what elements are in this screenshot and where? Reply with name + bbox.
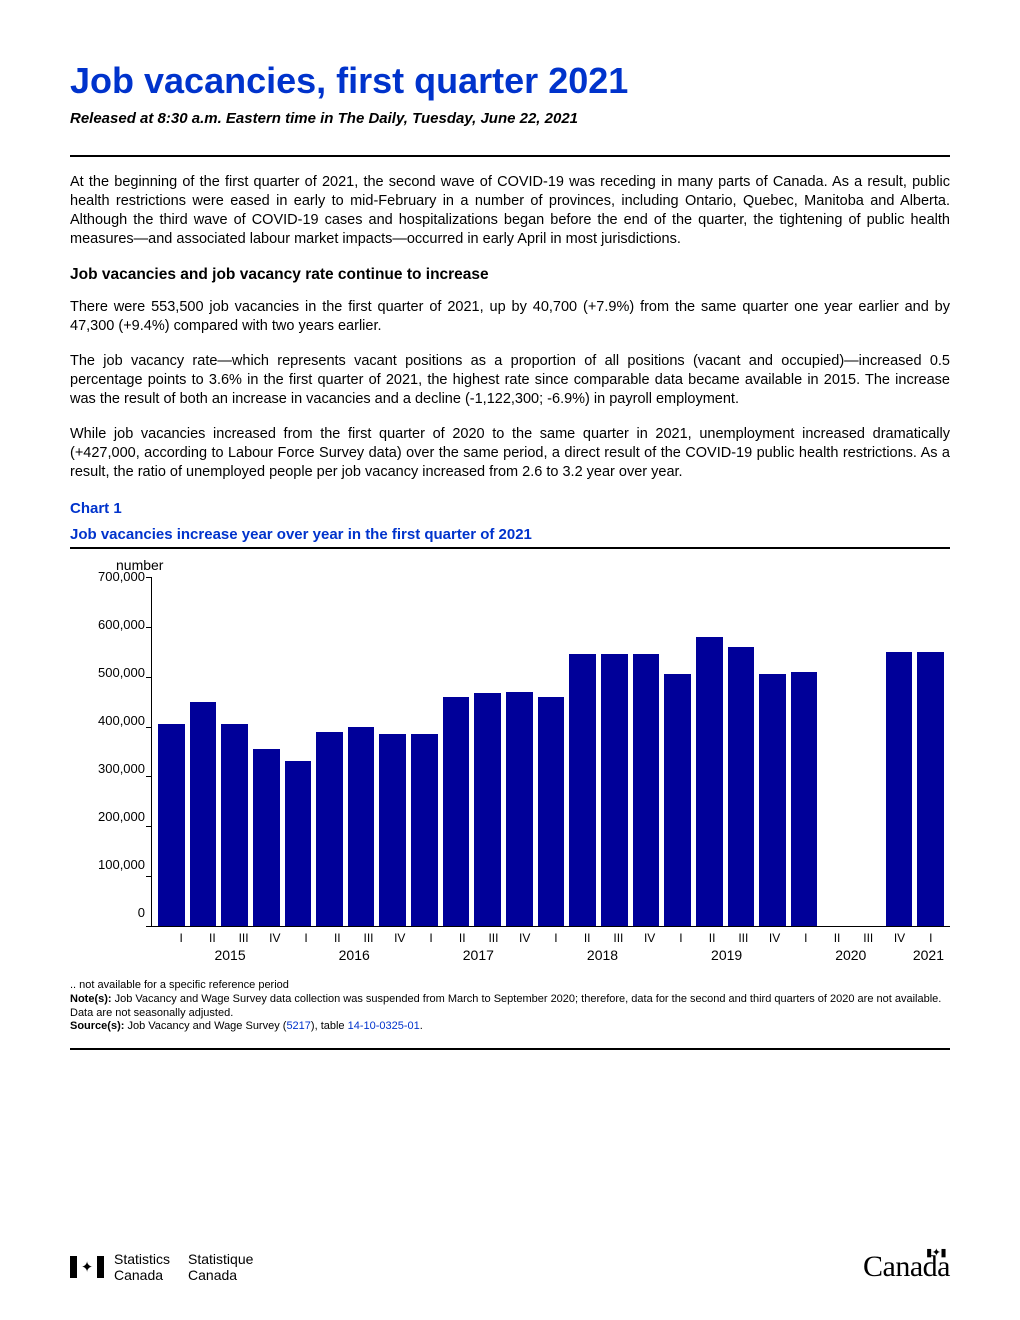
body-paragraph: While job vacancies increased from the f…	[70, 425, 950, 482]
chart-bar	[190, 702, 217, 926]
y-tick-label: 100,000	[98, 858, 145, 872]
chart-bar	[221, 724, 248, 926]
chart-bar	[664, 674, 691, 926]
logo-text-fr: Statistique	[188, 1251, 253, 1267]
x-tick-year: 2016	[292, 947, 416, 963]
chart-plot-area	[151, 577, 950, 927]
x-tick-quarter: I	[668, 931, 694, 945]
logo-text-fr: Canada	[188, 1267, 253, 1283]
chart-bar	[379, 734, 406, 926]
chart-bar	[348, 727, 375, 926]
x-tick-quarter: IV	[637, 931, 663, 945]
x-tick-quarter: II	[574, 931, 600, 945]
chart-bar	[316, 732, 343, 926]
chart-bar	[538, 697, 565, 926]
body-paragraph: The job vacancy rate—which represents va…	[70, 352, 950, 409]
chart-bar	[411, 734, 438, 926]
chart-bar	[285, 761, 312, 926]
chart-bar	[917, 652, 944, 926]
chart-label: Chart 1	[70, 499, 950, 519]
body-paragraph: There were 553,500 job vacancies in the …	[70, 298, 950, 336]
chart-bar	[253, 749, 280, 926]
x-tick-quarter: II	[324, 931, 350, 945]
x-tick-quarter: IV	[262, 931, 288, 945]
x-tick-quarter: II	[199, 931, 225, 945]
chart-divider	[70, 547, 950, 549]
note-line: Note(s): Job Vacancy and Wage Survey dat…	[70, 993, 950, 1021]
x-tick-quarter: III	[730, 931, 756, 945]
chart-bar	[474, 693, 501, 926]
chart-bar	[759, 674, 786, 926]
x-tick-year: 2021	[913, 947, 944, 963]
x-tick-year: 2020	[789, 947, 913, 963]
y-tick-label: 600,000	[98, 618, 145, 632]
y-tick-label: 700,000	[98, 570, 145, 584]
logo-text-en: Statistics	[114, 1251, 170, 1267]
intro-paragraph: At the beginning of the first quarter of…	[70, 173, 950, 250]
x-tick-quarter: II	[824, 931, 850, 945]
x-tick-quarter: I	[293, 931, 319, 945]
flag-icon: ✦	[70, 1256, 104, 1278]
x-tick-quarter: III	[480, 931, 506, 945]
y-tick-label: 0	[138, 906, 145, 920]
x-tick-year: 2017	[416, 947, 540, 963]
chart-bar	[443, 697, 470, 926]
note-line: .. not available for a specific referenc…	[70, 979, 950, 993]
divider	[70, 155, 950, 157]
x-tick-quarter: IV	[387, 931, 413, 945]
x-tick-quarter: I	[793, 931, 819, 945]
x-tick-quarter: I	[168, 931, 194, 945]
x-tick-quarter: III	[605, 931, 631, 945]
x-tick-quarter: III	[355, 931, 381, 945]
x-tick-quarter: II	[699, 931, 725, 945]
x-tick-quarter: III	[230, 931, 256, 945]
y-tick-label: 200,000	[98, 810, 145, 824]
x-tick-year: 2018	[540, 947, 664, 963]
page-title: Job vacancies, first quarter 2021	[70, 60, 950, 102]
y-axis-label: number	[98, 557, 950, 573]
x-tick-quarter: IV	[761, 931, 787, 945]
chart-bar	[728, 647, 755, 926]
y-tick-label: 400,000	[98, 714, 145, 728]
x-tick-quarter: I	[918, 931, 944, 945]
x-axis-quarters: IIIIIIIVIIIIIIIVIIIIIIIVIIIIIIIVIIIIIIIV…	[98, 931, 950, 945]
chart-bar	[633, 654, 660, 926]
x-tick-quarter: I	[418, 931, 444, 945]
table-link[interactable]: 14-10-0325-01	[348, 1020, 420, 1032]
chart-bar	[569, 654, 596, 926]
release-subtitle: Released at 8:30 a.m. Eastern time in Th…	[70, 110, 950, 127]
y-axis: 700,000 600,000 500,000 400,000 300,000 200,0…	[98, 570, 151, 920]
chart-bar	[886, 652, 913, 926]
y-tick-label: 500,000	[98, 666, 145, 680]
statcan-logo: ✦ Statistics Canada Statistique Canada	[70, 1251, 253, 1283]
page-footer: ✦ Statistics Canada Statistique Canada C…	[70, 1250, 950, 1284]
chart-bar	[601, 654, 628, 926]
x-tick-quarter: III	[855, 931, 881, 945]
y-tick-label: 300,000	[98, 762, 145, 776]
x-axis-years: 2015201620172018201920202021	[98, 947, 950, 963]
chart-container: number 700,000 600,000 500,000 400,000 300,0…	[70, 557, 950, 963]
x-tick-quarter: II	[449, 931, 475, 945]
section-heading: Job vacancies and job vacancy rate conti…	[70, 266, 950, 284]
canada-wordmark: Canada▮✦▮	[863, 1250, 950, 1284]
x-tick-quarter: I	[543, 931, 569, 945]
x-tick-quarter: IV	[512, 931, 538, 945]
chart-bar	[506, 692, 533, 926]
notes-divider	[70, 1048, 950, 1050]
note-line: Source(s): Job Vacancy and Wage Survey (…	[70, 1020, 950, 1034]
x-tick-year: 2015	[168, 947, 292, 963]
chart-bar	[158, 724, 185, 926]
logo-text-en: Canada	[114, 1267, 170, 1283]
chart-title: Job vacancies increase year over year in…	[70, 525, 950, 545]
chart-bar	[696, 637, 723, 926]
survey-link[interactable]: 5217	[286, 1020, 310, 1032]
chart-notes: .. not available for a specific referenc…	[70, 979, 950, 1034]
chart-bar	[791, 672, 818, 926]
x-tick-year: 2019	[665, 947, 789, 963]
flag-icon: ▮✦▮	[926, 1246, 946, 1259]
x-tick-quarter: IV	[886, 931, 912, 945]
